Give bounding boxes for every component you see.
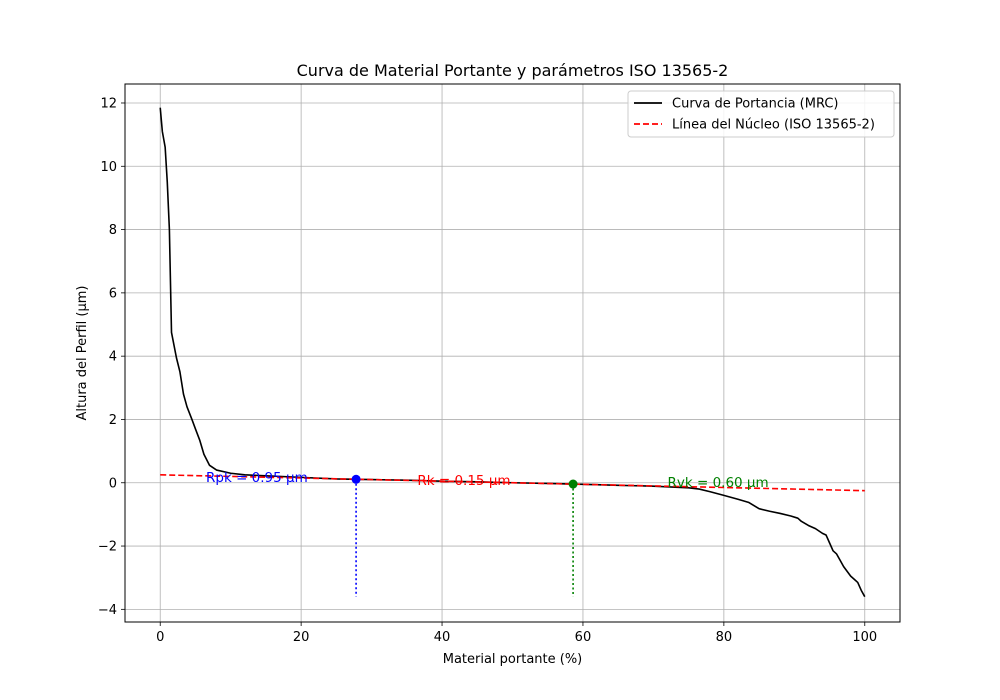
y-axis-label: Altura del Perfil (µm) bbox=[75, 285, 90, 420]
x-tick-label: 100 bbox=[852, 630, 877, 645]
grid bbox=[125, 84, 900, 622]
y-tick-label: 0 bbox=[109, 476, 117, 491]
y-tick-label: 4 bbox=[109, 350, 117, 365]
x-tick-label: 80 bbox=[716, 630, 733, 645]
marker-point-0 bbox=[351, 474, 361, 484]
x-tick-label: 20 bbox=[293, 630, 310, 645]
x-axis-label: Material portante (%) bbox=[443, 652, 583, 667]
legend-box bbox=[627, 90, 895, 138]
axes-frame bbox=[124, 83, 901, 623]
annotation-0: Rpk = 0.95 µm bbox=[206, 470, 308, 486]
x-tick-label: 40 bbox=[434, 630, 451, 645]
y-tick-label: −4 bbox=[98, 603, 117, 618]
annotation-2: Rvk = 0.60 µm bbox=[668, 475, 769, 491]
plot-area: Rpk = 0.95 µm Rk = 0.15 µm Rvk = 0.60 µm bbox=[159, 107, 866, 598]
y-tick-label: 10 bbox=[100, 160, 117, 175]
legend: Curva de Portancia (MRC) Línea del Núcleo… bbox=[627, 90, 895, 138]
series-line-1 bbox=[160, 474, 865, 492]
chart-title: Curva de Material Portante y parámetros … bbox=[297, 61, 729, 80]
annotation-1: Rk = 0.15 µm bbox=[417, 473, 510, 489]
x-tick-label: 0 bbox=[156, 630, 164, 645]
y-tick-label: −2 bbox=[98, 540, 117, 555]
marker-point-1 bbox=[568, 479, 578, 489]
y-tick-label: 2 bbox=[109, 413, 117, 428]
x-tick-label: 60 bbox=[575, 630, 592, 645]
legend-label-1: Línea del Núcleo (ISO 13565-2) bbox=[672, 118, 875, 133]
y-tick-label: 6 bbox=[109, 286, 117, 301]
y-tick-label: 8 bbox=[109, 223, 117, 238]
series-line-0 bbox=[159, 107, 866, 598]
ticks: 0 20 40 60 80 100 −4 −2 0 2 4 6 8 10 12 bbox=[98, 96, 877, 645]
legend-label-0: Curva de Portancia (MRC) bbox=[672, 97, 839, 112]
y-tick-label: 12 bbox=[100, 96, 117, 111]
